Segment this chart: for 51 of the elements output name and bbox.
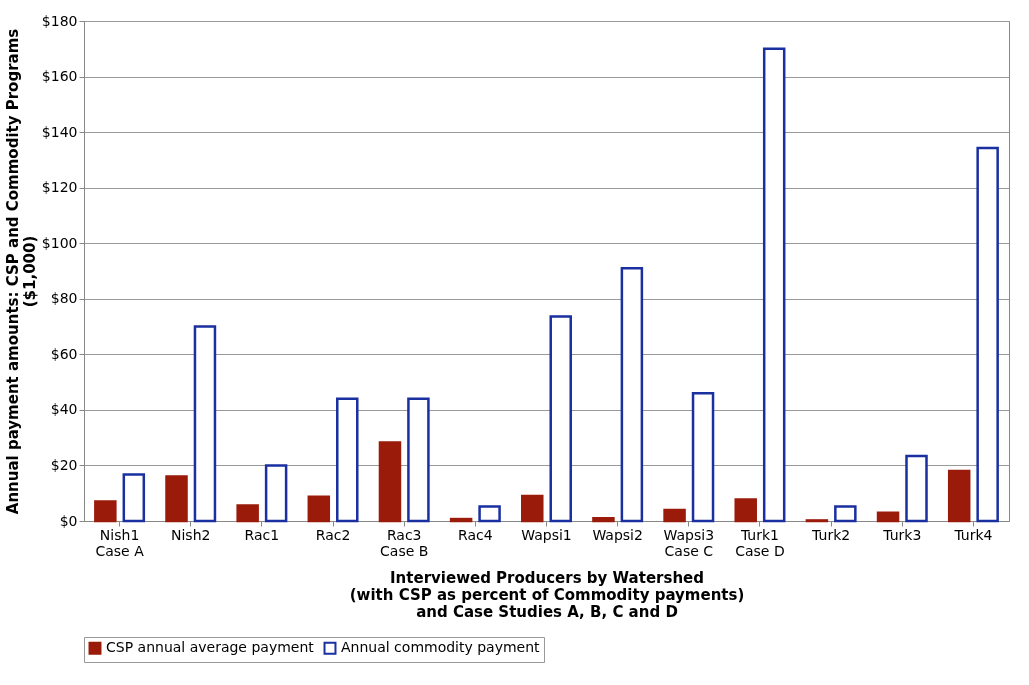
x-tick-label: Turk4 (953, 526, 993, 543)
bar (976, 146, 999, 523)
bar (620, 266, 644, 523)
x-tick-label: Wapsi2 (592, 526, 643, 543)
y-tick-label: $160 (41, 68, 78, 85)
x-tick-label: Rac4 (458, 526, 493, 543)
x-axis-title: Interviewed Producers by Watershed (with CSP as percent of Commodity payments) and Case Studies A, B, C and D (349, 568, 745, 621)
bar (236, 504, 259, 523)
y-tick-label: $100 (41, 234, 78, 251)
legend-label: Annual commodity payment (341, 639, 541, 656)
bar (122, 473, 146, 523)
bar (947, 469, 971, 523)
y-tick-label: $0 (59, 512, 78, 529)
bar (264, 464, 288, 523)
x-tick-label: Nish2 (171, 526, 211, 543)
bar (691, 391, 715, 523)
bar (193, 325, 217, 523)
bar (478, 505, 501, 523)
x-tick-label: Turk2 (811, 526, 851, 543)
bar (834, 505, 857, 523)
x-tick-label: Turk1 Case D (735, 526, 785, 559)
legend-label: CSP annual average payment (106, 639, 315, 656)
bar (378, 441, 402, 523)
bar (165, 475, 188, 523)
bar (549, 315, 572, 523)
bar (663, 508, 686, 523)
y-tick-label: $80 (50, 290, 78, 307)
bar (521, 494, 544, 523)
bar (876, 511, 900, 523)
bar (762, 47, 786, 523)
y-tick-label: $120 (41, 179, 78, 196)
y-tick-label: $60 (50, 345, 78, 362)
bar (734, 498, 757, 523)
x-tick-label: Rac2 (315, 526, 351, 543)
y-axis-title: Annual payment amounts: CSP and Commodity Programs ($1,000) (3, 28, 39, 515)
y-tick-label: $20 (50, 456, 78, 473)
bar (407, 397, 430, 523)
x-tick-label: Rac1 (244, 526, 280, 543)
y-tick-label: $180 (41, 12, 78, 29)
x-tick-label: Turk3 (882, 526, 922, 543)
y-tick-label: $140 (41, 123, 78, 140)
x-tick-label: Wapsi1 (521, 526, 572, 543)
bar (94, 500, 117, 523)
bar (592, 516, 615, 523)
x-tick-label: Rac3 Case B (380, 526, 429, 559)
bar (905, 454, 928, 523)
x-tick-label: Nish1 Case A (95, 526, 145, 559)
bar (336, 397, 359, 523)
y-tick-label: $40 (50, 401, 78, 418)
x-tick-label: Wapsi3 Case C (663, 526, 715, 559)
bar (307, 495, 331, 523)
